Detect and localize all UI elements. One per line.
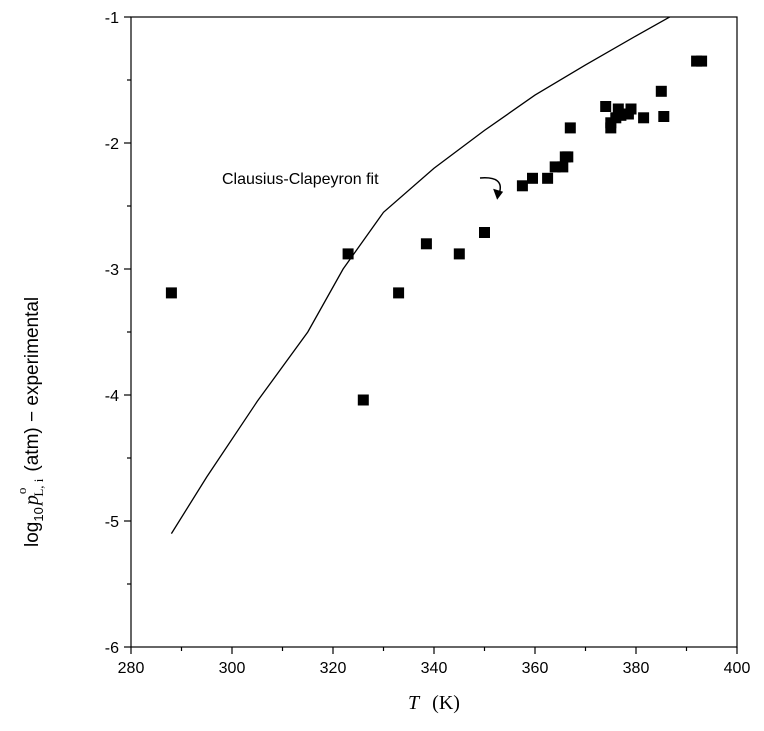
y-axis-prefix-subscript: 10: [31, 507, 46, 521]
x-tick-label: 300: [219, 660, 246, 677]
data-point-marker: [453, 248, 465, 260]
fit-line-layer: [170, 17, 672, 534]
y-tick-label: -6: [105, 640, 119, 657]
x-axis-symbol: T: [408, 692, 421, 714]
y-tick-label: -4: [105, 388, 119, 405]
y-axis-superscript: o: [14, 488, 29, 495]
data-points: [165, 55, 708, 406]
data-point-marker: [612, 103, 624, 115]
y-axis-suffix: (atm) − experimental: [22, 297, 43, 472]
data-point-marker: [527, 172, 538, 184]
data-point-marker: [638, 112, 650, 124]
y-tick-label: -5: [105, 514, 119, 531]
fit-annotation-arrowhead: [493, 188, 504, 200]
fit-annotation-label: Clausius-Clapeyron fit: [222, 171, 379, 188]
data-point-marker: [562, 151, 574, 163]
data-point-marker: [420, 238, 432, 250]
y-tick-label: -3: [105, 262, 119, 279]
data-point-marker: [615, 109, 627, 121]
data-point-marker: [605, 122, 617, 134]
data-point-marker: [516, 180, 528, 192]
data-point-marker: [342, 248, 354, 260]
y-axis-variable: p: [21, 495, 43, 507]
data-point-marker: [479, 227, 490, 238]
x-tick-label: 380: [623, 660, 650, 677]
chart-axes: [130, 16, 738, 648]
data-point-marker: [542, 172, 554, 184]
fit-line: [170, 17, 672, 534]
data-point-marker: [557, 161, 569, 173]
data-point-marker: [655, 85, 667, 97]
x-tick-label: 320: [320, 660, 347, 677]
data-point-marker: [549, 161, 561, 173]
y-axis-label: log10po L, i (atm) − experimental: [14, 297, 46, 547]
y-tick-label: -2: [105, 136, 119, 153]
tick-labels: 280 300 320 340 360 380 400 -1 -2 -3 -4 -5 -6: [105, 10, 751, 677]
x-tick-label: 400: [724, 660, 751, 677]
x-tick-label: 360: [522, 660, 549, 677]
data-point-marker: [625, 103, 637, 115]
data-point-marker: [658, 111, 670, 122]
x-tick-label: 280: [118, 660, 145, 677]
y-axis-subscript: L, i: [31, 478, 46, 496]
data-point-marker: [564, 122, 576, 134]
x-tick-label: 340: [421, 660, 448, 677]
x-axis-unit: (K): [432, 692, 460, 714]
plot-frame: [130, 16, 738, 648]
y-tick-label: -1: [105, 10, 119, 27]
x-axis-label: T (K): [408, 692, 460, 714]
data-point-marker: [696, 55, 708, 67]
data-point-marker: [600, 101, 612, 112]
y-axis-prefix: log: [22, 522, 43, 547]
data-point-marker: [393, 287, 405, 299]
data-point-marker: [357, 394, 369, 406]
data-point-marker: [165, 287, 177, 299]
tick-marks: [124, 16, 738, 654]
